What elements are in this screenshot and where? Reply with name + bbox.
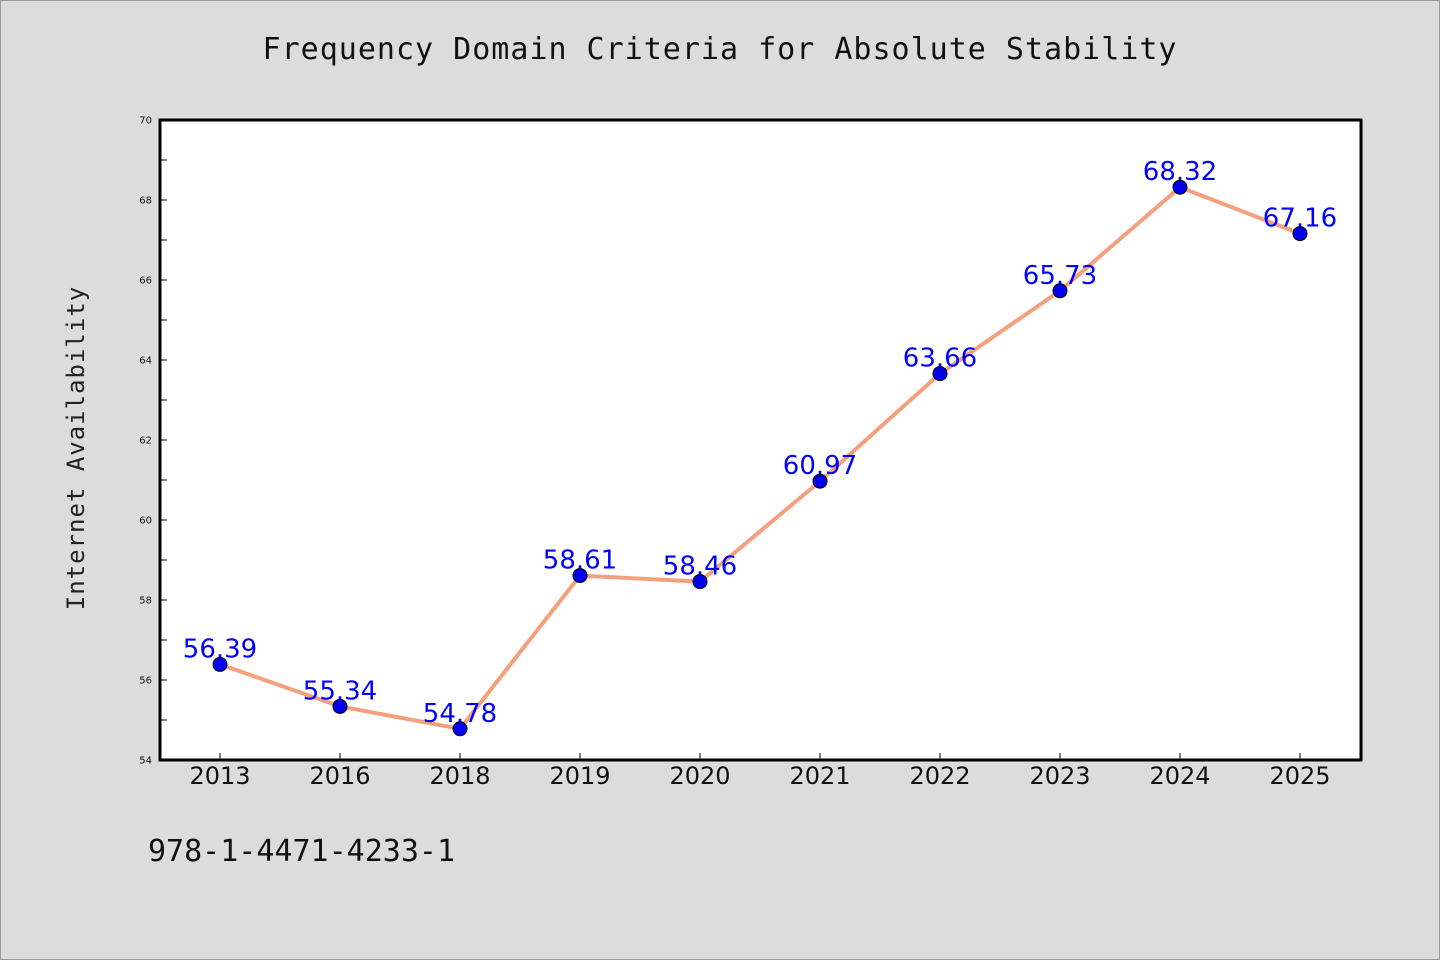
x-tick-label: 2020: [669, 762, 730, 790]
x-tick-label: 2022: [909, 762, 970, 790]
data-label: 60.97: [783, 451, 857, 481]
data-point: [932, 366, 948, 382]
x-tick-label: 2024: [1149, 762, 1210, 790]
y-tick-label: 66: [139, 276, 152, 287]
y-tick-label: 70: [139, 116, 152, 127]
data-point: [572, 568, 588, 584]
x-tick-label: 2016: [309, 762, 370, 790]
y-tick-label: 64: [139, 356, 152, 367]
y-tick-label: 54: [139, 756, 152, 767]
data-label: 55.34: [303, 676, 377, 706]
data-label: 67.16: [1263, 204, 1337, 234]
data-point: [212, 656, 228, 672]
y-tick-label: 62: [139, 436, 152, 447]
data-point: [1172, 179, 1188, 195]
data-label: 54.78: [423, 699, 497, 729]
x-tick-label: 2013: [189, 762, 250, 790]
series-line: [218, 185, 1302, 731]
data-label: 65.73: [1023, 261, 1097, 291]
x-tick-label: 2025: [1269, 762, 1330, 790]
isbn-footnote: 978-1-4471-4233-1: [148, 834, 456, 869]
x-tick-label: 2018: [429, 762, 490, 790]
y-tick-label: 58: [139, 596, 152, 607]
data-point: [1052, 283, 1068, 299]
x-tick-label: 2023: [1029, 762, 1090, 790]
data-label: 63.66: [903, 344, 977, 374]
y-tick-label: 56: [139, 676, 152, 687]
chart-title: Frequency Domain Criteria for Absolute S…: [262, 32, 1178, 67]
data-label: 58.46: [663, 552, 737, 582]
data-point: [452, 721, 468, 737]
y-tick-label: 68: [139, 196, 152, 207]
x-tick-label: 2019: [549, 762, 610, 790]
data-point: [812, 473, 828, 489]
plot-area: [158, 118, 1363, 762]
data-label: 58.61: [543, 546, 617, 576]
data-label: 68.32: [1143, 157, 1217, 187]
data-point: [692, 574, 708, 590]
y-tick-label: 60: [139, 516, 152, 527]
x-tick-label: 2021: [789, 762, 850, 790]
data-label: 56.39: [183, 634, 257, 664]
data-point: [332, 698, 348, 714]
data-point: [1292, 226, 1308, 242]
